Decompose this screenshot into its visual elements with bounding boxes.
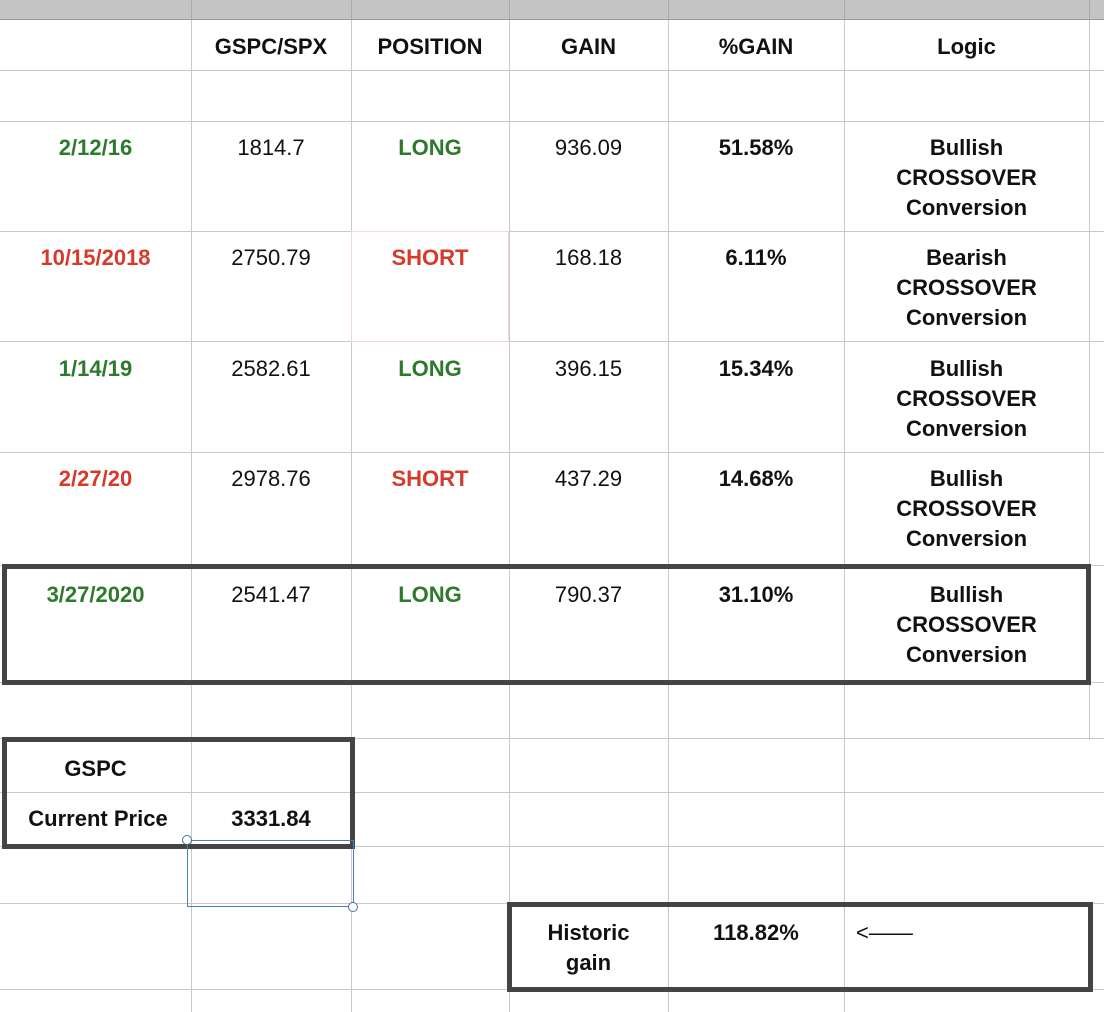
row-pct-gain[interactable]: 51.58%: [718, 135, 794, 160]
row-gain[interactable]: 936.09: [554, 135, 623, 160]
logic-line: Bullish: [929, 466, 1004, 491]
row-logic[interactable]: Bullish CROSSOVER Conversion: [844, 464, 1089, 554]
grid-line: [844, 20, 845, 1012]
row-pct-gain[interactable]: 14.68%: [718, 466, 794, 491]
logic-line: CROSSOVER: [896, 165, 1037, 190]
faint-cell-border: [351, 231, 509, 342]
row-date[interactable]: 1/14/19: [58, 356, 133, 381]
logic-line: CROSSOVER: [896, 275, 1037, 300]
header-gspc-spx[interactable]: GSPC/SPX: [214, 34, 328, 59]
logic-line: Bullish: [929, 582, 1004, 607]
row-gain[interactable]: 396.15: [554, 356, 623, 381]
column-divider: [844, 0, 845, 19]
grid-line: [0, 231, 1104, 232]
selection-handle-bottom-right[interactable]: [348, 902, 358, 912]
row-gain[interactable]: 168.18: [554, 245, 623, 270]
logic-line: Conversion: [905, 305, 1028, 330]
column-header-strip[interactable]: [0, 0, 1104, 20]
current-price-value[interactable]: 3331.84: [231, 806, 311, 831]
logic-line: Conversion: [905, 526, 1028, 551]
grid-line: [509, 20, 510, 1012]
grid-line: [668, 20, 669, 1012]
row-logic[interactable]: Bullish CROSSOVER Conversion: [844, 354, 1089, 444]
selected-cell[interactable]: [187, 840, 354, 907]
grid-line: [1089, 20, 1090, 740]
row-price[interactable]: 2541.47: [231, 582, 311, 607]
historic-gain-label[interactable]: Historic gain: [509, 918, 668, 978]
grid-line: [0, 846, 1104, 847]
historic-label-line: gain: [565, 950, 612, 975]
logic-line: CROSSOVER: [896, 386, 1037, 411]
row-pct-gain[interactable]: 6.11%: [725, 245, 787, 270]
grid-line: [0, 792, 1104, 793]
logic-line: Bearish: [926, 245, 1007, 270]
logic-line: CROSSOVER: [896, 496, 1037, 521]
row-gain[interactable]: 790.37: [554, 582, 623, 607]
column-divider: [668, 0, 669, 19]
grid-line: [0, 341, 1104, 342]
header-logic[interactable]: Logic: [937, 34, 996, 59]
row-position[interactable]: SHORT: [391, 245, 469, 270]
logic-line: Bullish: [929, 135, 1004, 160]
row-price[interactable]: 2582.61: [231, 356, 311, 381]
historic-gain-frame: [507, 902, 1093, 992]
row-position[interactable]: SHORT: [391, 466, 469, 491]
row-position[interactable]: LONG: [398, 356, 462, 381]
grid-line: [351, 20, 352, 1012]
logic-line: Conversion: [905, 416, 1028, 441]
grid-line: [0, 121, 1104, 122]
row-pct-gain[interactable]: 31.10%: [718, 582, 794, 607]
row-pct-gain[interactable]: 15.34%: [718, 356, 794, 381]
historic-label-line: Historic: [547, 920, 630, 945]
column-divider: [509, 0, 510, 19]
header-gain[interactable]: GAIN: [561, 34, 616, 59]
column-divider: [1089, 0, 1090, 19]
row-price[interactable]: 2750.79: [231, 245, 311, 270]
gspc-label[interactable]: GSPC: [64, 756, 127, 781]
row-position[interactable]: LONG: [398, 135, 462, 160]
row-date[interactable]: 10/15/2018: [40, 245, 151, 270]
grid-line: [0, 738, 1104, 739]
row-logic[interactable]: Bearish CROSSOVER Conversion: [844, 243, 1089, 333]
current-price-frame: [2, 737, 355, 849]
arrow-pointer[interactable]: <——: [856, 920, 913, 945]
grid-line: [0, 452, 1104, 453]
row-date[interactable]: 2/12/16: [58, 135, 133, 160]
row-date[interactable]: 2/27/20: [58, 466, 133, 491]
grid-line: [0, 70, 1104, 71]
row-logic[interactable]: Bullish CROSSOVER Conversion: [844, 580, 1089, 670]
logic-line: Conversion: [905, 195, 1028, 220]
header-pct-gain[interactable]: %GAIN: [718, 34, 794, 59]
logic-line: Bullish: [929, 356, 1004, 381]
highlight-row-frame: [2, 564, 1091, 685]
row-price[interactable]: 1814.7: [237, 135, 305, 160]
selection-handle-top-left[interactable]: [182, 835, 192, 845]
historic-gain-value[interactable]: 118.82%: [713, 920, 799, 945]
grid-line: [191, 20, 192, 1012]
current-price-label[interactable]: Current Price: [28, 806, 168, 831]
logic-line: CROSSOVER: [896, 612, 1037, 637]
column-divider: [191, 0, 192, 19]
row-logic[interactable]: Bullish CROSSOVER Conversion: [844, 133, 1089, 223]
row-price[interactable]: 2978.76: [231, 466, 311, 491]
column-divider: [351, 0, 352, 19]
logic-line: Conversion: [905, 642, 1028, 667]
header-position[interactable]: POSITION: [377, 34, 483, 59]
row-position[interactable]: LONG: [398, 582, 462, 607]
row-date[interactable]: 3/27/2020: [46, 582, 145, 607]
row-gain[interactable]: 437.29: [554, 466, 623, 491]
